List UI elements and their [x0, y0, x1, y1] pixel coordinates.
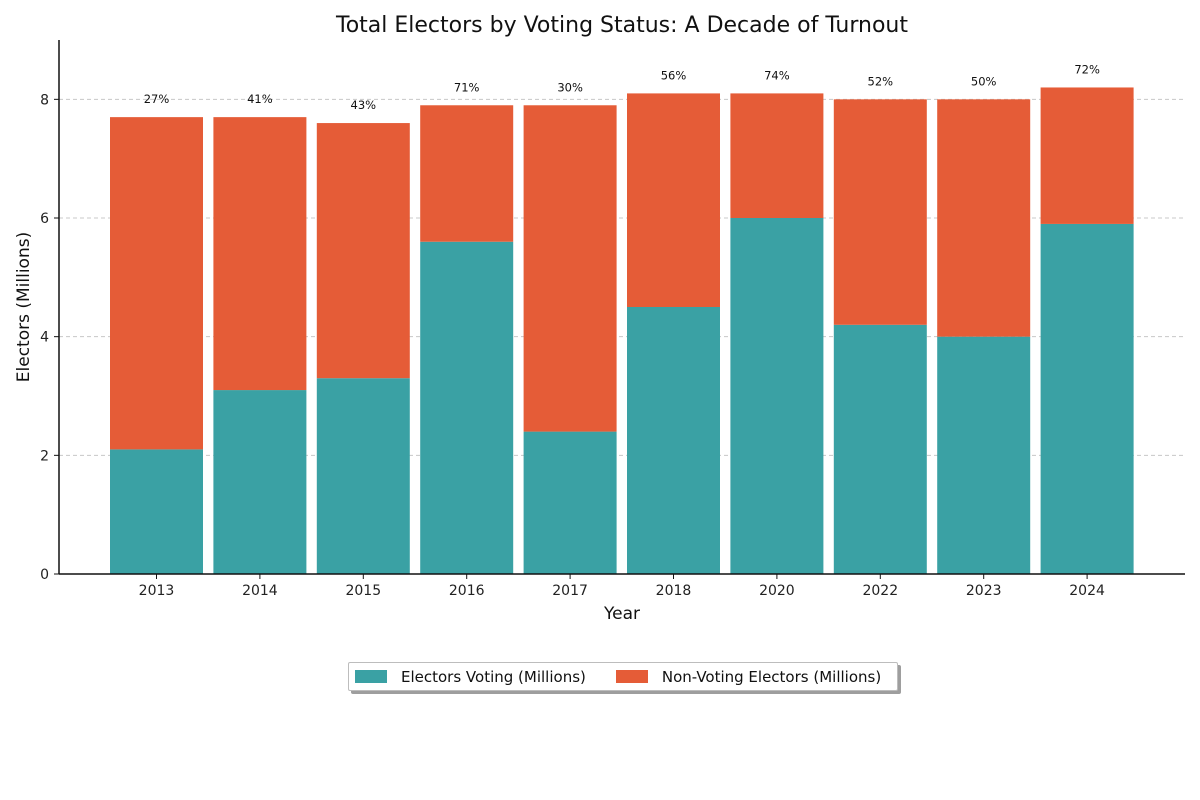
bar-voting-2014 — [213, 390, 307, 574]
bar-voting-2020 — [730, 218, 824, 574]
y-tick-label-0: 0 — [40, 567, 49, 583]
bar-voting-2024 — [1040, 223, 1134, 574]
bar-non-voting-2016 — [420, 105, 514, 242]
bar-non-voting-2020 — [730, 93, 824, 218]
legend-swatch-non-voting — [615, 670, 648, 683]
bar-non-voting-2015 — [316, 123, 410, 379]
x-axis-title: Year — [603, 604, 640, 624]
y-tick-label-4: 4 — [40, 330, 49, 346]
turnout-label-2023: 50% — [971, 74, 997, 88]
bar-voting-2022 — [833, 324, 927, 574]
bar-voting-2023 — [937, 336, 1031, 574]
x-tick-label-2017: 2017 — [552, 583, 588, 599]
x-tick-label-2014: 2014 — [242, 583, 278, 599]
turnout-label-2022: 52% — [868, 74, 894, 88]
turnout-label-2024: 72% — [1074, 62, 1100, 76]
legend-entry-non-voting: Non-Voting Electors (Millions) — [615, 667, 882, 686]
bar-non-voting-2014 — [213, 117, 307, 391]
bar-non-voting-2022 — [833, 99, 927, 325]
turnout-label-2015: 43% — [351, 98, 377, 112]
x-tick-label-2015: 2015 — [345, 583, 381, 599]
bar-non-voting-2023 — [937, 99, 1031, 337]
bar-non-voting-2024 — [1040, 87, 1134, 224]
x-tick-label-2016: 2016 — [449, 583, 485, 599]
legend: Electors Voting (Millions) Non-Voting El… — [348, 662, 898, 691]
y-tick-label-8: 8 — [40, 92, 49, 108]
bar-voting-2015 — [316, 378, 410, 574]
turnout-label-2014: 41% — [247, 92, 273, 106]
x-tick-label-2023: 2023 — [966, 583, 1002, 599]
legend-label-voting: Electors Voting (Millions) — [401, 667, 586, 686]
bar-voting-2016 — [420, 241, 514, 574]
bar-voting-2018 — [627, 307, 720, 574]
turnout-label-2013: 27% — [144, 92, 170, 106]
y-axis-title: Electors (Millions) — [14, 232, 34, 382]
turnout-label-2020: 74% — [764, 68, 790, 82]
turnout-label-2016: 71% — [454, 80, 480, 94]
legend-swatch-voting — [355, 670, 387, 683]
chart-title: Total Electors by Voting Status: A Decad… — [335, 13, 908, 38]
bar-voting-2017 — [523, 431, 617, 574]
bar-non-voting-2018 — [627, 93, 720, 308]
bar-voting-2013 — [110, 449, 203, 574]
x-tick-label-2022: 2022 — [862, 583, 898, 599]
y-tick-label-6: 6 — [40, 211, 49, 227]
x-tick-label-2013: 2013 — [139, 583, 175, 599]
x-tick-label-2018: 2018 — [656, 583, 692, 599]
x-tick-label-2024: 2024 — [1069, 583, 1105, 599]
bar-non-voting-2017 — [523, 105, 617, 432]
y-tick-label-2: 2 — [40, 448, 49, 464]
turnout-label-2018: 56% — [661, 68, 687, 82]
turnout-label-2017: 30% — [557, 80, 583, 94]
legend-label-non-voting: Non-Voting Electors (Millions) — [661, 667, 882, 686]
x-tick-label-2020: 2020 — [759, 583, 795, 599]
legend-entry-voting: Electors Voting (Millions) — [355, 668, 586, 686]
bar-non-voting-2013 — [110, 117, 203, 450]
